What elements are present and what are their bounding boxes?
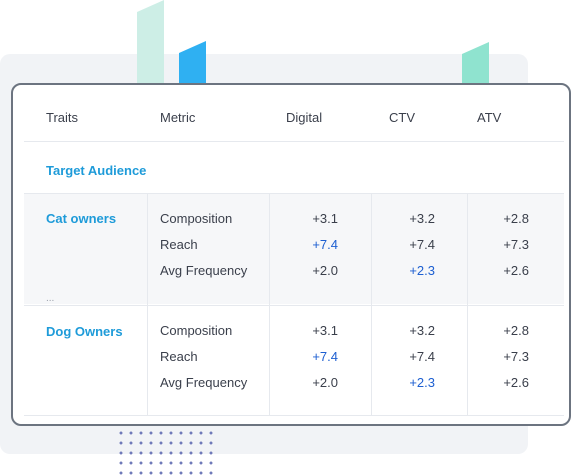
ellipsis-marker: ... [46,293,55,304]
group-name-cat-owners[interactable]: Cat owners [46,211,117,226]
atv-value: +7.3 [503,237,529,252]
column-divider [269,194,270,416]
atv-value: +2.8 [503,323,529,338]
atv-value: +2.8 [503,211,529,226]
digital-value: +2.0 [312,263,338,278]
atv-value: +2.6 [503,375,529,390]
footer-divider [24,415,564,416]
group-cat-owners-bg [24,194,564,304]
section-target-audience[interactable]: Target Audience [46,163,147,178]
column-divider [467,194,468,416]
atv-value: +2.6 [503,263,529,278]
digital-value: +3.1 [312,323,338,338]
header-digital: Digital [286,110,323,125]
digital-value: +2.0 [312,375,338,390]
header-ctv: CTV [389,110,415,125]
metric-label: Composition [160,211,233,226]
group-name-dog-owners[interactable]: Dog Owners [46,324,123,339]
header-metric: Metric [160,110,196,125]
atv-value: +7.3 [503,349,529,364]
section-divider [24,193,564,194]
metric-label: Composition [160,323,233,338]
header-traits: Traits [46,110,79,125]
column-divider [371,194,372,416]
metric-label: Avg Frequency [160,375,248,390]
metric-label: Avg Frequency [160,263,248,278]
header-atv: ATV [477,110,502,125]
digital-value: +7.4 [312,237,338,252]
header-divider [24,141,564,142]
ctv-value: +2.3 [409,263,435,278]
metric-label: Reach [160,349,198,364]
column-divider [147,194,148,416]
decorative-dot-grid [116,428,216,475]
ctv-value: +7.4 [409,237,435,252]
group-divider [24,305,564,306]
decorative-bar-teal [137,0,164,84]
decorative-bar-blue [179,41,206,84]
ctv-value: +2.3 [409,375,435,390]
digital-value: +7.4 [312,349,338,364]
audience-traits-table: Traits Metric Digital CTV ATV Target Aud… [11,83,571,426]
ctv-value: +7.4 [409,349,435,364]
ctv-value: +3.2 [409,323,435,338]
decorative-bar-mint [462,42,489,84]
ctv-value: +3.2 [409,211,435,226]
digital-value: +3.1 [312,211,338,226]
metric-label: Reach [160,237,198,252]
